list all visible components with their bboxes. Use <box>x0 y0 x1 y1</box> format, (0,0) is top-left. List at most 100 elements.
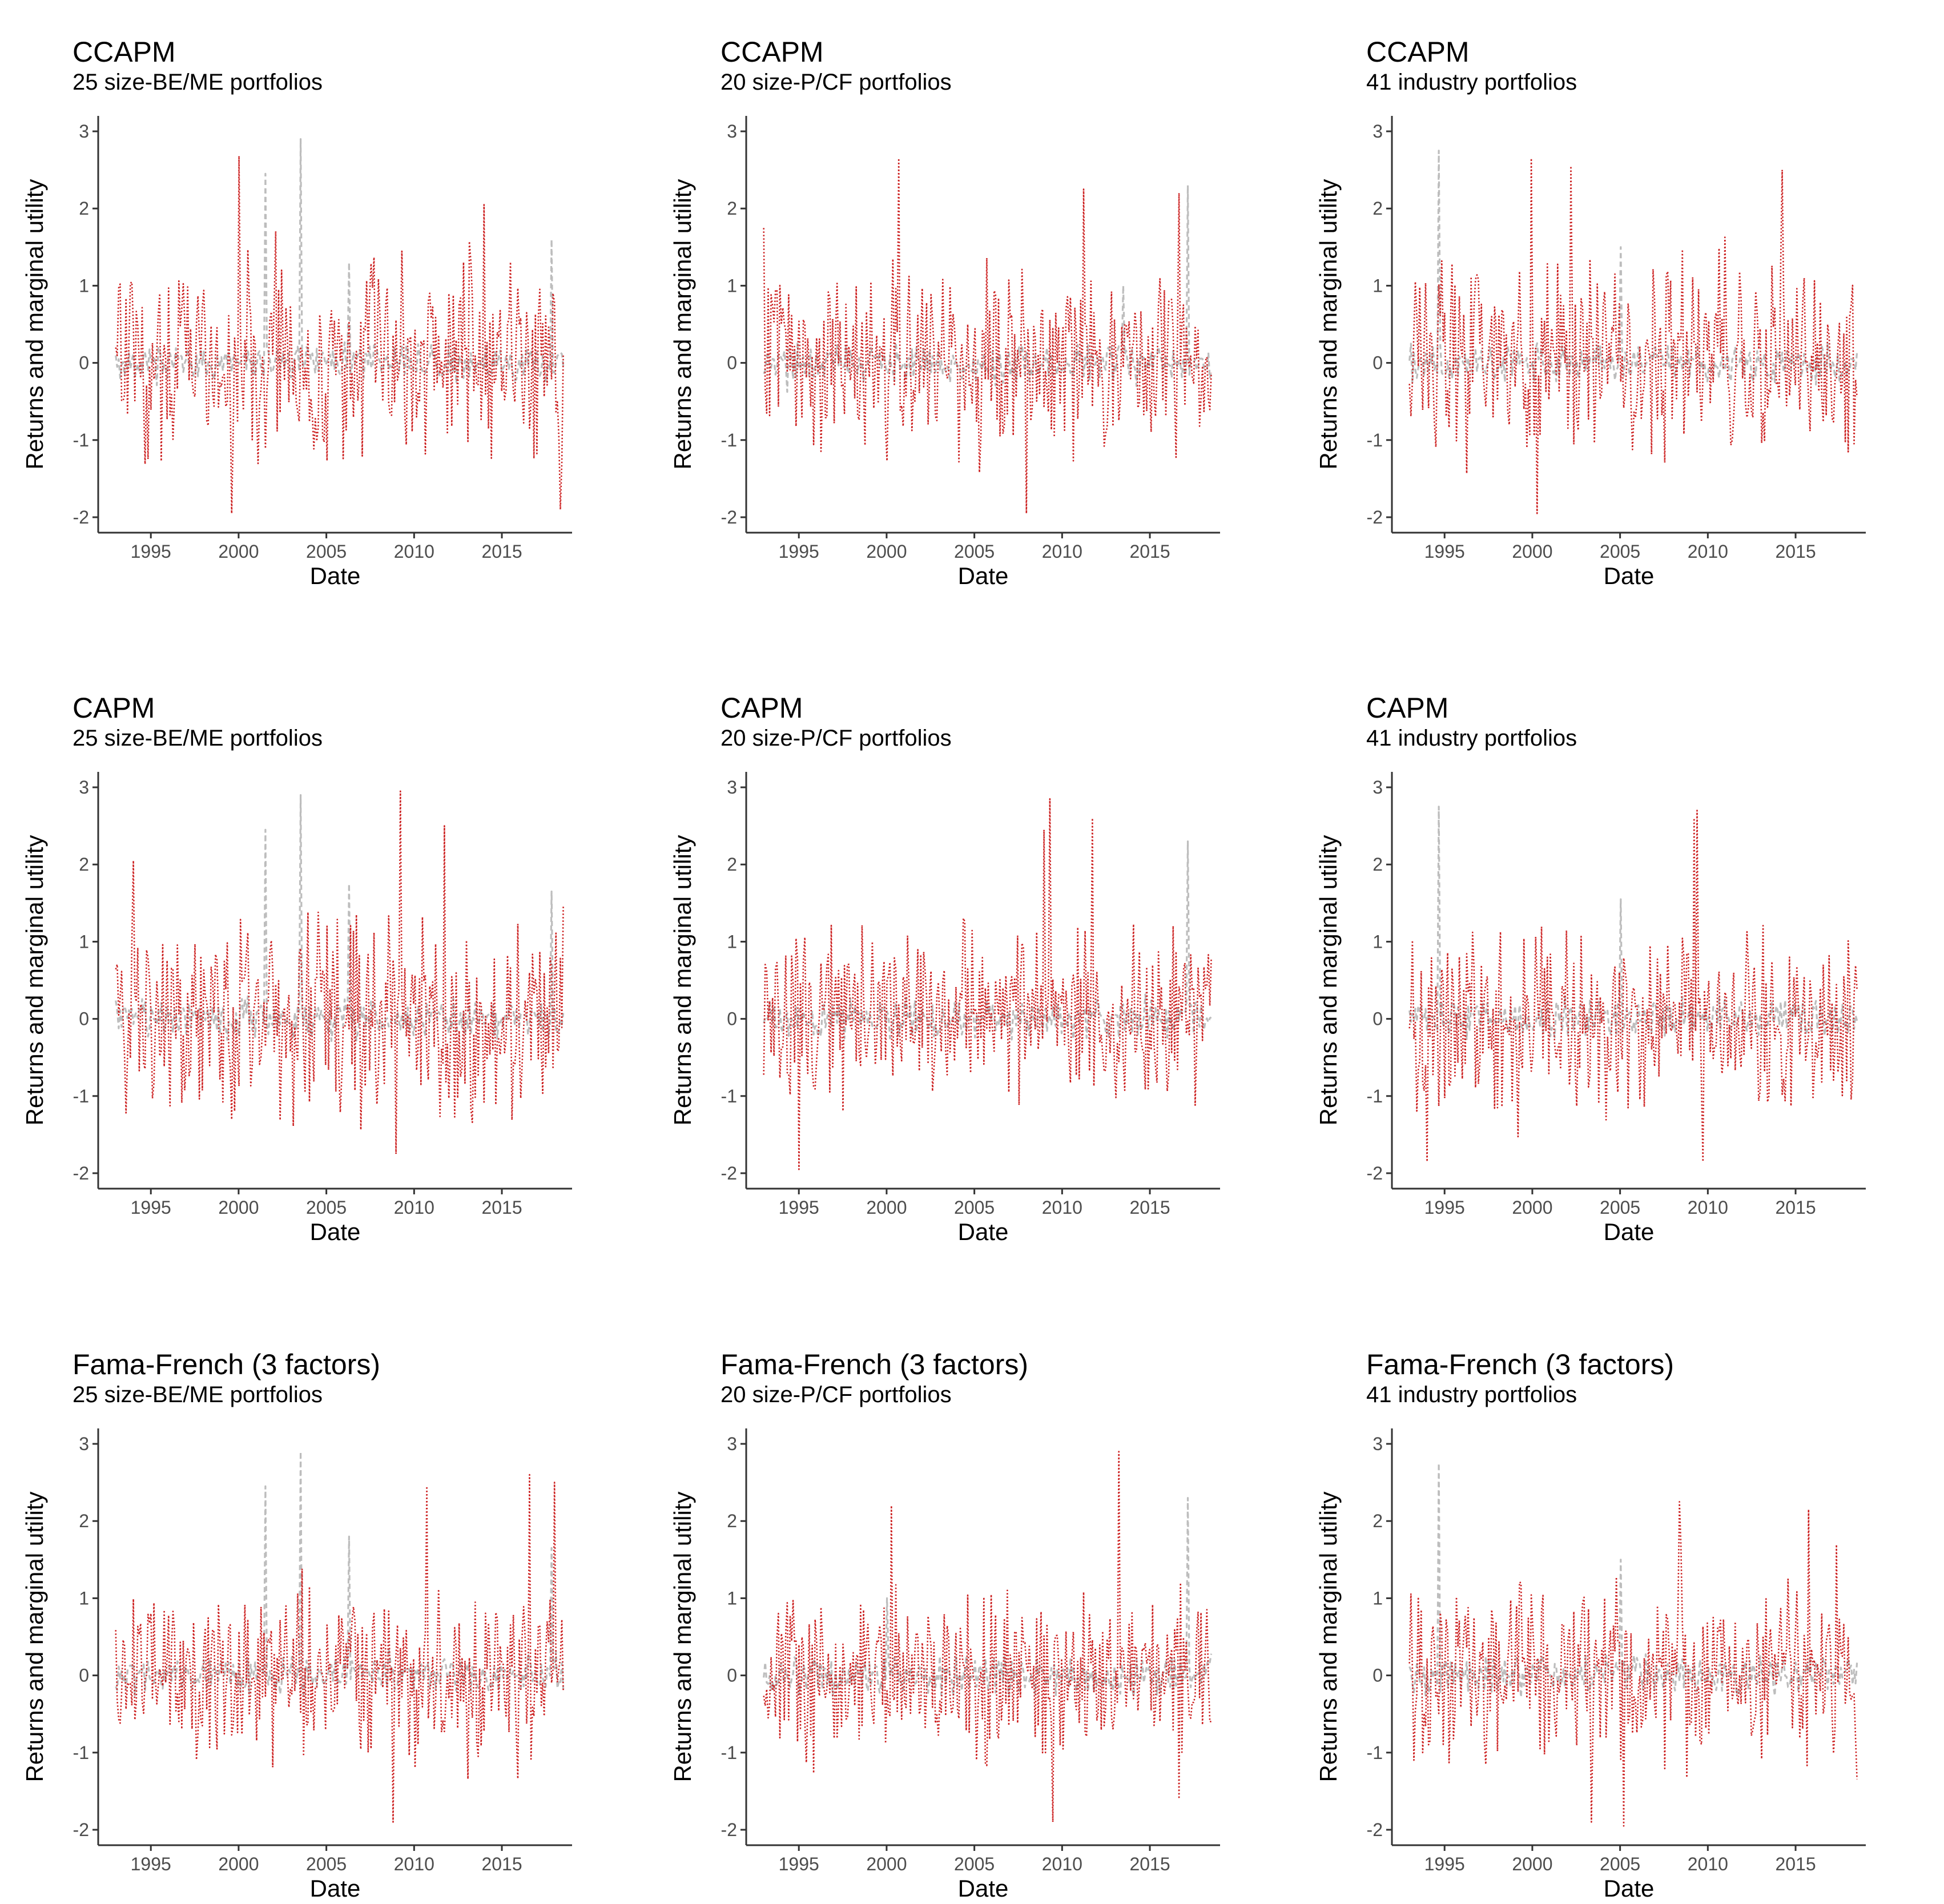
y-tick-label: 2 <box>727 1511 737 1531</box>
portfolio-returns-series <box>1408 150 1858 386</box>
y-tick-label: 0 <box>79 1665 89 1686</box>
y-tick-label: 1 <box>1373 1588 1383 1608</box>
x-axis-title: Date <box>1604 1218 1655 1245</box>
y-tick-label: 1 <box>1373 275 1383 296</box>
chart-subtitle: 41 industry portfolios <box>1366 1382 1577 1407</box>
chart-subtitle: 20 size-P/CF portfolios <box>721 70 952 95</box>
chart-subtitle: 25 size-BE/ME portfolios <box>73 70 323 95</box>
chart-subtitle: 25 size-BE/ME portfolios <box>73 1382 323 1407</box>
x-tick-label: 2000 <box>1512 541 1552 562</box>
y-tick-label: -1 <box>1367 1742 1383 1763</box>
y-tick-label: 0 <box>727 1009 737 1029</box>
y-tick-label: -1 <box>73 430 89 450</box>
x-tick-label: 2010 <box>394 541 434 562</box>
x-tick-label: 2015 <box>1775 1197 1816 1218</box>
chart-title: CCAPM <box>721 36 824 68</box>
y-tick-label: -1 <box>721 430 737 450</box>
y-tick-label: 3 <box>727 777 737 798</box>
chart-title: CCAPM <box>73 36 176 68</box>
x-tick-label: 2010 <box>394 1854 434 1874</box>
y-tick-label: 0 <box>727 1665 737 1686</box>
y-tick-label: 1 <box>79 275 89 296</box>
chart-title: Fama-French (3 factors) <box>73 1349 380 1380</box>
y-tick-label: 3 <box>1373 1434 1383 1454</box>
portfolio-returns-series <box>115 1451 565 1696</box>
y-tick-label: -1 <box>1367 1086 1383 1106</box>
y-tick-label: 1 <box>727 931 737 952</box>
x-tick-label: 2015 <box>481 541 522 562</box>
y-tick-label: 0 <box>1373 353 1383 373</box>
chart-subtitle: 41 industry portfolios <box>1366 726 1577 751</box>
y-axis-title: Returns and marginal utility <box>1315 1492 1342 1782</box>
x-axis-title: Date <box>958 1875 1009 1902</box>
y-tick-label: 3 <box>727 1434 737 1454</box>
portfolio-returns-series <box>763 1497 1213 1698</box>
x-tick-label: 2000 <box>218 1197 259 1218</box>
x-tick-label: 2005 <box>954 541 995 562</box>
y-tick-label: -1 <box>73 1086 89 1106</box>
x-tick-label: 2005 <box>306 541 347 562</box>
x-tick-label: 2010 <box>1688 541 1728 562</box>
x-tick-label: 2000 <box>866 541 907 562</box>
chart-subtitle: 41 industry portfolios <box>1366 70 1577 95</box>
y-tick-label: 2 <box>79 854 89 875</box>
marginal-utility-series <box>115 155 564 514</box>
y-tick-label: 0 <box>1373 1665 1383 1686</box>
portfolio-returns-series <box>1408 806 1858 1041</box>
y-axis-title: Returns and marginal utility <box>1315 179 1342 470</box>
y-tick-label: -1 <box>73 1742 89 1763</box>
x-tick-label: 1995 <box>1424 1854 1465 1874</box>
x-tick-label: 1995 <box>1424 1197 1465 1218</box>
y-tick-label: -2 <box>721 507 737 528</box>
x-tick-label: 2010 <box>394 1197 434 1218</box>
x-tick-label: 2005 <box>954 1854 995 1874</box>
x-tick-label: 2015 <box>1129 1197 1170 1218</box>
marginal-utility-series <box>1408 810 1858 1162</box>
x-tick-label: 2015 <box>481 1854 522 1874</box>
y-axis-title: Returns and marginal utility <box>669 179 696 470</box>
x-axis-title: Date <box>310 562 361 589</box>
x-axis-title: Date <box>310 1218 361 1245</box>
x-tick-label: 2000 <box>866 1197 907 1218</box>
y-tick-label: 1 <box>79 931 89 952</box>
y-tick-label: -2 <box>721 1163 737 1184</box>
x-tick-label: 2010 <box>1042 1854 1082 1874</box>
x-tick-label: 2000 <box>866 1854 907 1874</box>
y-tick-label: -2 <box>1367 1163 1383 1184</box>
x-tick-label: 2010 <box>1042 1197 1082 1218</box>
chart-subtitle: 25 size-BE/ME portfolios <box>73 726 323 751</box>
y-tick-label: 3 <box>79 777 89 798</box>
x-tick-label: 2000 <box>1512 1197 1552 1218</box>
chart-panel-8: Fama-French (3 factors)20 size-P/CF port… <box>669 1349 1220 1902</box>
y-tick-label: -1 <box>721 1742 737 1763</box>
x-axis-title: Date <box>1604 1875 1655 1902</box>
y-tick-label: 1 <box>1373 931 1383 952</box>
y-axis-title: Returns and marginal utility <box>21 179 48 470</box>
x-tick-label: 1995 <box>779 1854 819 1874</box>
x-tick-label: 2015 <box>1775 541 1816 562</box>
y-tick-label: 0 <box>727 353 737 373</box>
y-tick-label: 0 <box>79 1009 89 1029</box>
y-tick-label: 2 <box>727 854 737 875</box>
y-tick-label: 1 <box>79 1588 89 1608</box>
y-tick-label: -2 <box>1367 1820 1383 1840</box>
x-tick-label: 2005 <box>306 1854 347 1874</box>
x-tick-label: 2010 <box>1688 1854 1728 1874</box>
x-tick-label: 1995 <box>1424 541 1465 562</box>
chart-title: CAPM <box>721 692 803 724</box>
marginal-utility-series <box>115 1474 564 1823</box>
y-tick-label: 2 <box>1373 854 1383 875</box>
portfolio-returns-series <box>115 794 565 1042</box>
y-tick-label: -2 <box>1367 507 1383 528</box>
y-tick-label: 1 <box>727 1588 737 1608</box>
chart-subtitle: 20 size-P/CF portfolios <box>721 1382 952 1407</box>
chart-title: CCAPM <box>1366 36 1470 68</box>
y-axis-title: Returns and marginal utility <box>21 1492 48 1782</box>
y-tick-label: 2 <box>79 198 89 219</box>
x-tick-label: 1995 <box>131 541 171 562</box>
x-axis-title: Date <box>1604 562 1655 589</box>
y-tick-label: 3 <box>1373 121 1383 142</box>
